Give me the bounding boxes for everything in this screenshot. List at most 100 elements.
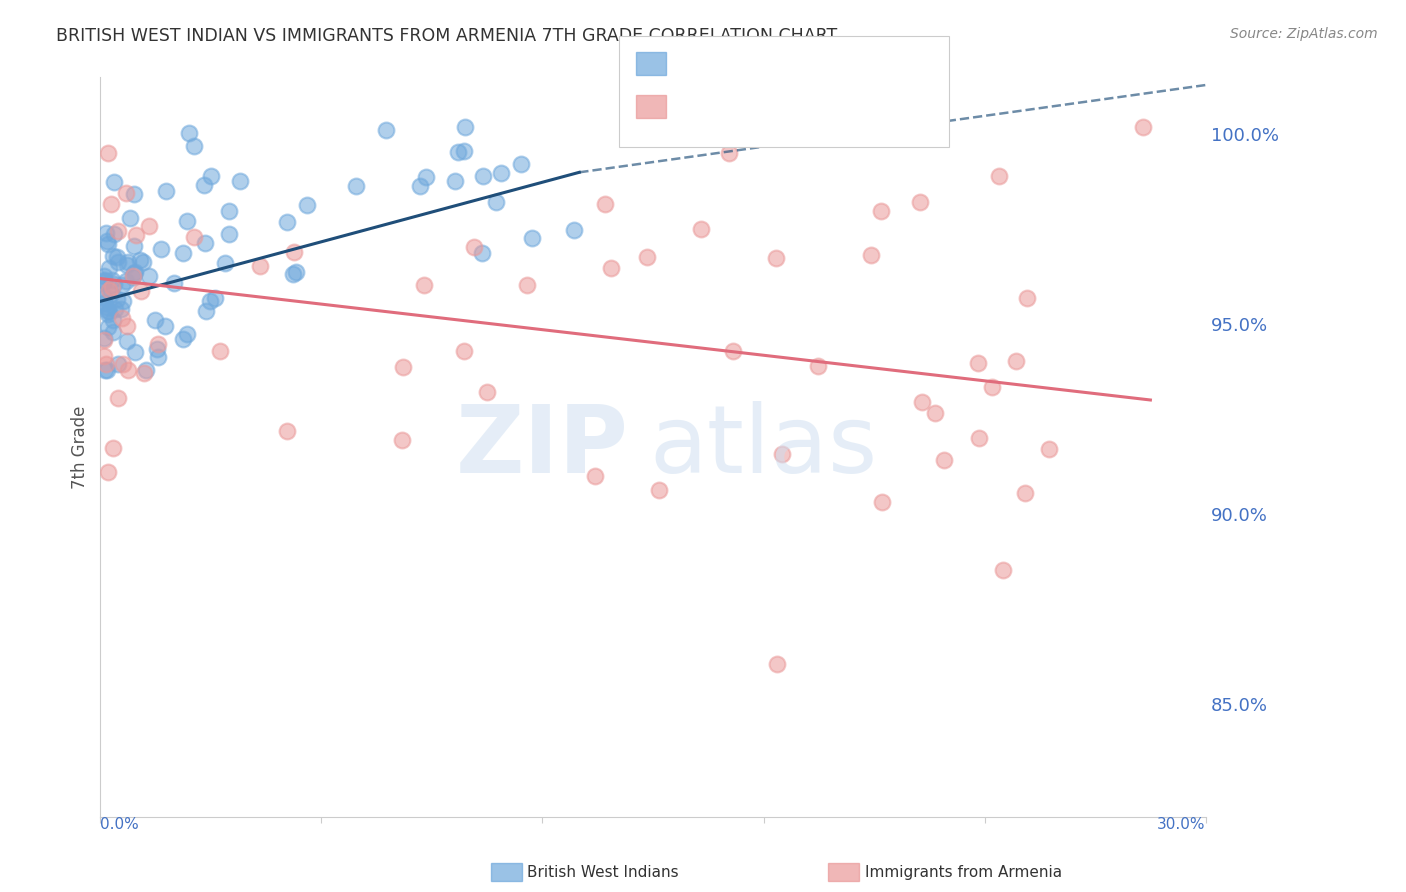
Point xyxy=(150,242,173,256)
Point xyxy=(198,293,221,308)
Point xyxy=(98,304,121,318)
Point xyxy=(195,303,218,318)
Point xyxy=(276,424,298,438)
Point xyxy=(93,274,115,288)
Point xyxy=(111,311,134,326)
Point xyxy=(807,359,830,373)
Point xyxy=(284,265,307,279)
Point xyxy=(117,254,139,268)
Text: BRITISH WEST INDIAN VS IMMIGRANTS FROM ARMENIA 7TH GRADE CORRELATION CHART: BRITISH WEST INDIAN VS IMMIGRANTS FROM A… xyxy=(56,27,838,45)
Point xyxy=(988,169,1011,183)
Point xyxy=(908,195,931,210)
Point xyxy=(204,291,226,305)
Point xyxy=(391,433,413,447)
Point xyxy=(101,313,124,327)
Point xyxy=(122,239,145,253)
Point xyxy=(134,366,156,380)
Point xyxy=(97,320,120,334)
Point xyxy=(115,259,138,273)
Point xyxy=(172,245,194,260)
Point xyxy=(96,300,118,314)
Point xyxy=(911,394,934,409)
Point xyxy=(870,204,893,219)
Point xyxy=(105,250,128,264)
Point xyxy=(96,234,118,248)
Point xyxy=(101,280,124,294)
Point xyxy=(107,224,129,238)
Point xyxy=(593,196,616,211)
Point xyxy=(107,357,129,371)
Point xyxy=(516,278,538,293)
Point xyxy=(122,270,145,285)
Point xyxy=(97,261,120,276)
Text: Immigrants from Armenia: Immigrants from Armenia xyxy=(865,865,1062,880)
Point xyxy=(93,273,115,287)
Point xyxy=(97,283,120,297)
Point xyxy=(297,198,319,212)
Point xyxy=(146,343,169,357)
Point xyxy=(93,290,115,304)
Point xyxy=(93,333,115,347)
Point xyxy=(143,313,166,327)
Point xyxy=(218,204,240,219)
Point xyxy=(374,123,396,137)
Point xyxy=(980,380,1002,394)
Point xyxy=(105,292,128,306)
Point xyxy=(103,441,125,455)
Point xyxy=(94,357,117,371)
Text: 30.0%: 30.0% xyxy=(1157,817,1206,832)
Point xyxy=(155,184,177,198)
Point xyxy=(463,240,485,254)
Point xyxy=(229,174,252,188)
Point xyxy=(415,170,437,185)
Point xyxy=(97,146,120,161)
Y-axis label: 7th Grade: 7th Grade xyxy=(72,406,89,489)
Point xyxy=(103,227,125,241)
Point xyxy=(934,453,956,467)
Point xyxy=(177,126,200,140)
Point xyxy=(770,447,793,461)
Point xyxy=(283,268,305,282)
Point xyxy=(93,291,115,305)
Point xyxy=(101,325,124,339)
Point xyxy=(107,391,129,405)
Point xyxy=(453,344,475,359)
Point xyxy=(209,343,232,358)
Point xyxy=(104,302,127,317)
Point xyxy=(93,296,115,310)
Point xyxy=(111,277,134,292)
Point xyxy=(93,275,115,289)
Point xyxy=(93,331,115,345)
Point xyxy=(870,495,893,509)
Point xyxy=(93,268,115,283)
Point xyxy=(471,246,494,260)
Point xyxy=(124,345,146,359)
Point xyxy=(114,274,136,288)
Point xyxy=(129,285,152,299)
Point xyxy=(101,249,124,263)
Point xyxy=(924,406,946,420)
Point xyxy=(183,230,205,244)
Point xyxy=(97,237,120,252)
Text: Source: ZipAtlas.com: Source: ZipAtlas.com xyxy=(1230,27,1378,41)
Point xyxy=(585,468,607,483)
Point xyxy=(510,157,533,171)
Point xyxy=(859,248,882,262)
Point xyxy=(176,326,198,341)
Point xyxy=(520,231,543,245)
Point xyxy=(194,236,217,251)
Point xyxy=(97,307,120,321)
Point xyxy=(991,562,1014,576)
Text: atlas: atlas xyxy=(650,401,877,493)
Point xyxy=(155,318,177,333)
Point xyxy=(344,178,367,193)
Point xyxy=(214,256,236,270)
Point xyxy=(183,138,205,153)
Point xyxy=(94,362,117,376)
Point xyxy=(648,483,671,497)
Point xyxy=(723,344,745,359)
Point xyxy=(93,349,115,363)
Point xyxy=(765,252,787,266)
Point xyxy=(766,657,789,671)
Point xyxy=(176,213,198,227)
